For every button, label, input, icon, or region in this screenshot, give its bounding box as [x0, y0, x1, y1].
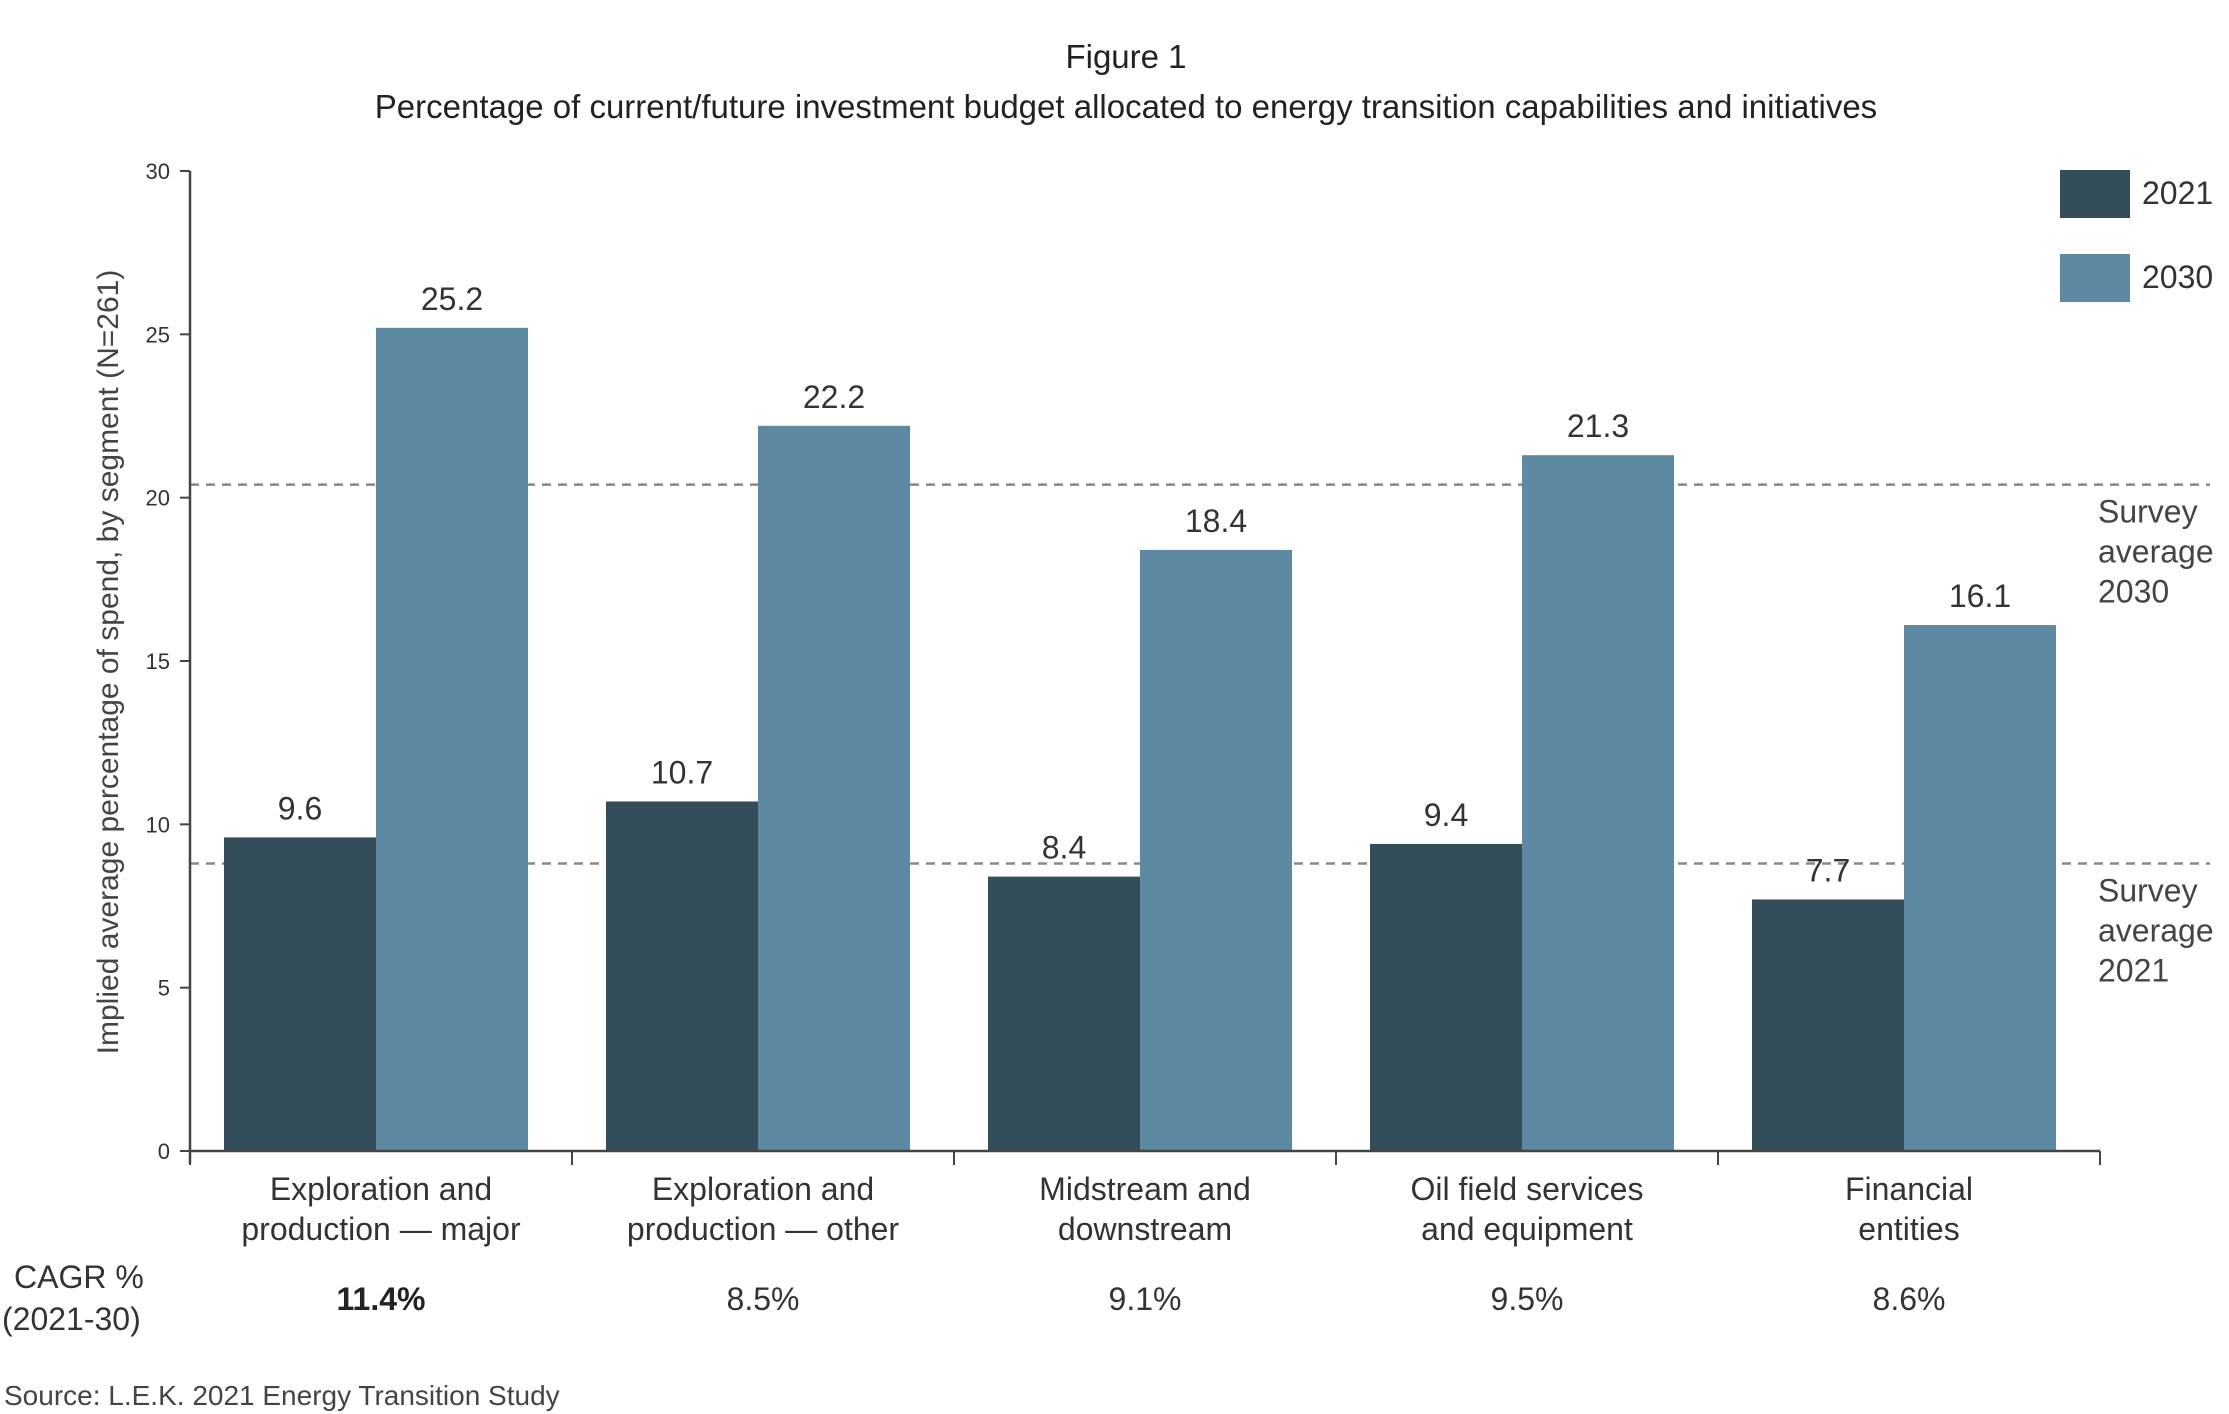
category-label-line: Exploration and	[652, 1171, 874, 1207]
category-label-line: Exploration and	[270, 1171, 492, 1207]
bar-2021	[606, 801, 758, 1151]
category-label-line: production — major	[241, 1211, 521, 1247]
y-tick-label: 30	[146, 159, 170, 184]
category-label-line: and equipment	[1421, 1211, 1633, 1247]
reference-line-label-line: Survey	[2098, 873, 2198, 909]
value-label: 9.6	[278, 790, 322, 826]
bars	[224, 327, 2056, 1151]
category-label-line: Oil field services	[1411, 1171, 1644, 1207]
value-label: 25.2	[421, 281, 483, 317]
legend-swatch-2021	[2060, 170, 2130, 218]
figure-label: Figure 1	[1065, 38, 1186, 75]
value-label: 22.2	[803, 379, 865, 415]
y-tick-label: 10	[146, 812, 170, 837]
category-label-line: downstream	[1058, 1211, 1232, 1247]
y-tick-label: 0	[158, 1139, 170, 1164]
value-label: 21.3	[1567, 408, 1629, 444]
reference-line-label-line: average	[2098, 913, 2214, 949]
bar-2021	[988, 876, 1140, 1151]
category-label: Midstream and downstream	[1039, 1171, 1251, 1247]
value-label: 10.7	[651, 754, 713, 790]
y-axis-label: Implied average percentage of spend, by …	[92, 270, 125, 1055]
cagr-value: 11.4%	[337, 1281, 426, 1317]
bar-2030	[758, 425, 910, 1151]
value-label: 16.1	[1949, 578, 2011, 614]
reference-line-label: Survey average 2021	[2098, 873, 2214, 989]
value-label: 7.7	[1806, 852, 1850, 888]
value-label: 9.4	[1424, 797, 1468, 833]
axes: 0 5 10 15 20 25 30 Exploration and production — …	[146, 159, 2101, 1247]
category-label: Exploration and production — major	[241, 1171, 521, 1247]
cagr-label-line1: CAGR %	[14, 1259, 144, 1295]
bar-2021	[1370, 843, 1522, 1151]
bar-2030	[1522, 455, 1674, 1151]
bar-2021	[1752, 899, 1904, 1151]
category-label-line: production — other	[627, 1211, 900, 1247]
category-label: Financial entities	[1845, 1171, 1973, 1247]
reference-line-label-line: 2030	[2098, 574, 2169, 610]
legend: 2021 2030	[2060, 170, 2213, 302]
value-label: 8.4	[1042, 830, 1086, 866]
category-label: Exploration and production — other	[627, 1171, 900, 1247]
reference-line-label: Survey average 2030	[2098, 494, 2214, 610]
category-label: Oil field services and equipment	[1411, 1171, 1644, 1247]
chart-title: Percentage of current/future investment …	[375, 88, 1877, 125]
cagr-value: 9.1%	[1109, 1281, 1182, 1317]
cagr-value: 8.5%	[727, 1281, 800, 1317]
source-note: Source: L.E.K. 2021 Energy Transition St…	[4, 1380, 560, 1411]
cagr-value: 9.5%	[1491, 1281, 1564, 1317]
cagr-row: CAGR % (2021-30) 11.4% 8.5% 9.1% 9.5% 8.6%	[2, 1259, 1945, 1337]
cagr-value: 8.6%	[1873, 1281, 1946, 1317]
legend-swatch-2030	[2060, 254, 2130, 302]
bar-2021	[224, 837, 376, 1151]
reference-line-label-line: average	[2098, 534, 2214, 570]
bar-2030	[376, 327, 528, 1151]
value-labels: 9.6 25.2 10.7 22.2 8.4 18.4 9.4 21.3 7.7 16.1	[278, 281, 2011, 889]
bar-2030	[1140, 549, 1292, 1151]
value-label: 18.4	[1185, 503, 1247, 539]
cagr-label-line2: (2021-30)	[2, 1301, 141, 1337]
y-tick-label: 25	[146, 322, 170, 347]
y-tick-label: 15	[146, 649, 170, 674]
legend-label: 2030	[2142, 259, 2213, 295]
reference-line-label-line: 2021	[2098, 953, 2169, 989]
category-label-line: entities	[1858, 1211, 1959, 1247]
legend-label: 2021	[2142, 175, 2213, 211]
y-tick-label: 5	[158, 976, 170, 1001]
category-label-line: Financial	[1845, 1171, 1973, 1207]
bar-2030	[1904, 625, 2056, 1151]
y-tick-label: 20	[146, 486, 170, 511]
reference-line-label-line: Survey	[2098, 494, 2198, 530]
category-label-line: Midstream and	[1039, 1171, 1251, 1207]
